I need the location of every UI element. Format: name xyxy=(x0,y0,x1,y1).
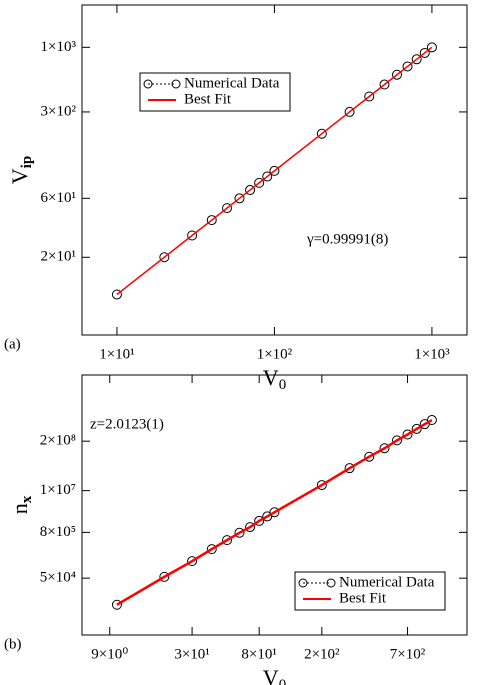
x-tick-label: 2×10² xyxy=(304,646,340,662)
legend-box xyxy=(294,571,446,611)
data-point xyxy=(245,185,256,196)
y-tick-label: 3×10² xyxy=(41,103,77,119)
data-point xyxy=(111,599,122,610)
legend-label: Numerical Data xyxy=(184,75,280,91)
data-point xyxy=(426,42,437,53)
x-axis-label-main: V xyxy=(263,665,279,685)
panel-label: (a) xyxy=(4,336,21,352)
x-axis-label-sub: 0 xyxy=(279,677,287,685)
data-point xyxy=(111,289,122,300)
data-point xyxy=(245,522,256,533)
x-tick-label: 8×10¹ xyxy=(241,646,276,662)
data-point xyxy=(411,423,422,434)
data-point xyxy=(159,571,170,582)
data-point xyxy=(262,171,273,182)
legend-swatch xyxy=(326,578,336,588)
data-point xyxy=(391,69,402,80)
x-axis-label: V0 xyxy=(263,665,286,685)
annotation: γ=0.99991(8) xyxy=(306,231,388,247)
annotation: z=2.0123(1) xyxy=(90,416,164,432)
x-tick-label: 7×10² xyxy=(390,646,426,662)
data-point xyxy=(391,435,402,446)
data-point xyxy=(411,54,422,65)
x-tick-label: 1×10³ xyxy=(414,346,450,362)
legend-swatch xyxy=(143,79,153,89)
data-point xyxy=(269,165,280,176)
y-tick-label: 1×10⁷ xyxy=(40,482,76,498)
data-point xyxy=(206,544,217,555)
y-axis-label-sub: x xyxy=(19,495,35,503)
x-axis-label: V0 xyxy=(263,365,286,393)
y-axis-label-main: V xyxy=(7,168,32,184)
data-point xyxy=(206,215,217,226)
y-tick-label: 2×10¹ xyxy=(41,249,76,265)
data-point xyxy=(187,230,198,241)
y-axis-label: nx xyxy=(7,495,35,514)
y-axis-label: Vip xyxy=(7,156,35,184)
data-point xyxy=(269,507,280,518)
fit-line xyxy=(116,418,433,606)
data-point xyxy=(426,415,437,426)
y-tick-label: 1×10³ xyxy=(41,39,77,55)
data-point xyxy=(234,527,245,538)
y-tick-label: 5×10⁴ xyxy=(40,570,76,586)
data-point xyxy=(159,252,170,263)
legend-label: Numerical Data xyxy=(339,574,435,590)
data-point xyxy=(364,91,375,102)
y-axis-label-sub: ip xyxy=(19,156,35,169)
legend-swatch xyxy=(298,578,308,588)
panel-label: (b) xyxy=(4,636,22,652)
data-point xyxy=(254,515,265,526)
x-axis-label-main: V xyxy=(263,365,279,390)
x-tick-label: 1×10² xyxy=(257,346,293,362)
fit-line xyxy=(116,46,433,296)
data-point xyxy=(254,177,265,188)
legend-label: Best Fit xyxy=(184,91,232,107)
x-tick-label: 9×10⁰ xyxy=(91,646,128,662)
data-point xyxy=(187,556,198,567)
data-point xyxy=(222,203,233,214)
data-point xyxy=(419,47,430,58)
legend-swatch xyxy=(171,79,181,89)
x-tick-label: 1×10¹ xyxy=(99,346,134,362)
data-point xyxy=(344,106,355,117)
legend-box xyxy=(139,72,291,112)
data-point xyxy=(402,429,413,440)
data-point xyxy=(364,451,375,462)
x-axis-label-sub: 0 xyxy=(279,377,287,393)
data-point xyxy=(344,463,355,474)
data-point xyxy=(316,480,327,491)
data-point xyxy=(222,535,233,546)
data-point xyxy=(379,443,390,454)
y-tick-label: 6×10¹ xyxy=(41,190,76,206)
x-tick-label: 3×10¹ xyxy=(174,646,209,662)
data-point xyxy=(316,128,327,139)
y-axis-label-main: n xyxy=(7,503,32,514)
data-point xyxy=(234,193,245,204)
y-tick-label: 2×10⁸ xyxy=(40,433,76,449)
legend-label: Best Fit xyxy=(339,590,387,606)
y-tick-label: 8×10⁵ xyxy=(40,524,76,540)
data-point xyxy=(402,61,413,72)
data-point xyxy=(379,79,390,90)
plot-frame xyxy=(81,374,468,636)
